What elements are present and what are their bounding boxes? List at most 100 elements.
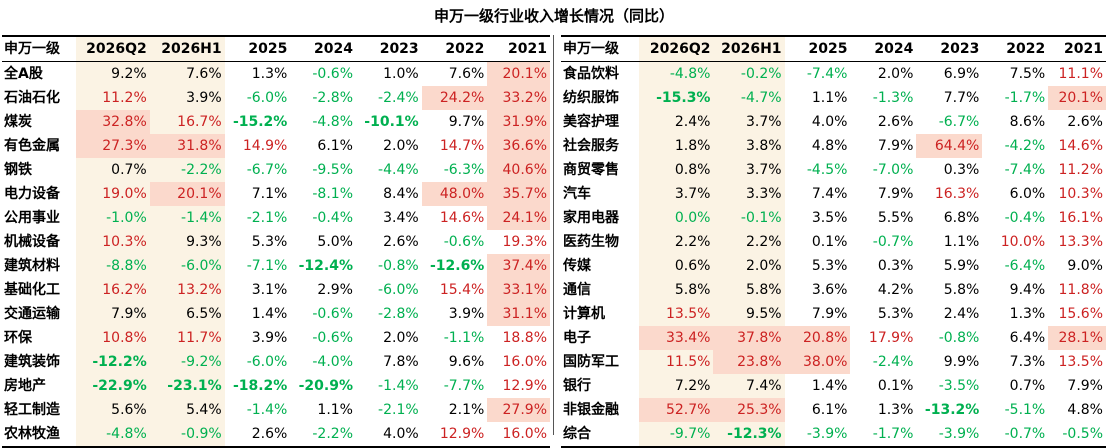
growth-value-cell: 6.9% (943, 66, 980, 82)
column-header-period: 2026H1 (149, 35, 225, 62)
growth-value-cell: 1.1% (317, 402, 353, 418)
growth-value-cell: 0.6% (639, 254, 714, 278)
growth-value-cell: -4.2% (1004, 138, 1046, 154)
growth-value-cell: -6.0% (149, 254, 225, 278)
column-header-period: 2023 (916, 35, 983, 62)
growth-value-cell: 7.9% (1067, 378, 1103, 394)
growth-value-cell: 28.1% (1048, 326, 1106, 350)
growth-value-cell: -6.7% (246, 162, 288, 178)
table-row: 交通运输 7.9% 6.5% 1.4% -0.6% -2.8% 3.9% 31.1% (2, 302, 550, 326)
growth-value-cell: 0.3% (943, 162, 980, 178)
growth-value-cell: 2.9% (317, 282, 353, 298)
growth-value-cell: 7.2% (639, 374, 714, 398)
growth-value-cell: 7.3% (1009, 354, 1046, 370)
table-row: 公用事业 -1.0% -1.4% -2.1% -0.4% 3.4% 14.6% 24.1% (2, 206, 550, 230)
table-row: 通信 5.8% 5.8% 3.6% 4.2% 5.8% 9.4% 11.8% (561, 278, 1106, 302)
growth-value-cell: 7.4% (811, 186, 848, 202)
growth-value-cell: 11.2% (75, 86, 150, 110)
growth-value-cell: 15.4% (439, 282, 485, 298)
growth-value-cell: 2.4% (639, 110, 714, 134)
growth-value-cell: 1.1% (811, 90, 848, 106)
growth-value-cell: -4.4% (378, 162, 419, 178)
growth-value-cell: 14.9% (242, 138, 288, 154)
table-row: 电子 33.4% 37.8% 20.8% 17.9% -0.8% 6.4% 28.1% (561, 326, 1106, 350)
growth-value-cell: 16.3% (934, 186, 980, 202)
column-header-period: 2026H1 (713, 35, 785, 62)
table-row: 机械设备 10.3% 9.3% 5.3% 5.0% 2.6% -0.6% 19.3% (2, 230, 550, 254)
growth-value-cell: 19.3% (502, 234, 547, 250)
growth-value-cell: -7.1% (246, 258, 288, 274)
industry-name: 汽车 (563, 186, 591, 202)
growth-value-cell: 2.0% (713, 254, 785, 278)
growth-value-cell: 2.4% (943, 306, 980, 322)
growth-value-cell: 7.9% (877, 138, 914, 154)
growth-value-cell: 1.3% (877, 402, 914, 418)
growth-value-cell: 5.0% (317, 234, 353, 250)
growth-value-cell: 11.1% (1058, 66, 1103, 82)
growth-value-cell: -10.1% (364, 114, 419, 130)
growth-value-cell: 10.8% (75, 326, 150, 350)
growth-value-cell: 2.0% (383, 330, 419, 346)
column-header-period: 2025 (784, 35, 851, 62)
table-row: 食品饮料 -4.8% -0.2% -7.4% 2.0% 6.9% 7.5% 11.1% (561, 61, 1106, 86)
growth-value-cell: 1.3% (251, 66, 288, 82)
growth-value-cell: -9.2% (149, 350, 225, 374)
growth-value-cell: 9.4% (1009, 282, 1046, 298)
growth-value-cell: 5.5% (877, 210, 914, 226)
growth-value-cell: 17.9% (868, 330, 914, 346)
growth-value-cell: 1.3% (1009, 306, 1046, 322)
growth-value-cell: 1.4% (251, 306, 288, 322)
growth-value-cell: 33.1% (487, 278, 550, 302)
growth-value-cell: 0.7% (75, 158, 150, 182)
growth-value-cell: -8.8% (75, 254, 150, 278)
growth-value-cell: 31.1% (487, 302, 550, 326)
growth-value-cell: 5.8% (713, 278, 785, 302)
growth-value-cell: 6.0% (1009, 186, 1046, 202)
growth-value-cell: -13.2% (924, 402, 980, 418)
growth-value-cell: 5.6% (75, 398, 150, 422)
growth-value-cell: -0.6% (312, 306, 353, 322)
table-row: 建筑装饰 -12.2% -9.2% -6.0% -4.0% 7.8% 9.6% 16.0% (2, 350, 550, 374)
growth-value-cell: 5.9% (943, 258, 980, 274)
industry-name: 纺织服饰 (563, 90, 619, 106)
growth-value-cell: -8.1% (312, 186, 353, 202)
growth-value-cell: 6.1% (811, 402, 848, 418)
industry-name: 全A股 (4, 66, 43, 82)
table-row: 基础化工 16.2% 13.2% 3.1% 2.9% -6.0% 15.4% 33.1% (2, 278, 550, 302)
industry-name: 国防军工 (563, 354, 619, 370)
growth-value-cell: 31.9% (487, 110, 550, 134)
column-header-period: 2022 (982, 35, 1049, 62)
growth-value-cell: -23.1% (149, 374, 225, 398)
growth-value-cell: -2.1% (378, 402, 419, 418)
growth-value-cell: 2.0% (383, 138, 419, 154)
table-row: 国防军工 11.5% 23.8% 38.0% -2.4% 9.9% 7.3% 13.5% (561, 350, 1106, 374)
table-row: 全A股 9.2% 7.6% 1.3% -0.6% 1.0% 7.6% 20.1% (2, 61, 550, 86)
growth-value-cell: 11.2% (1058, 162, 1103, 178)
growth-value-cell: 37.8% (713, 326, 785, 350)
industry-name: 钢铁 (4, 162, 32, 178)
growth-value-cell: 5.3% (811, 258, 848, 274)
column-header-period: 2024 (850, 35, 917, 62)
table-row: 石油石化 11.2% 3.9% -6.0% -2.8% -2.4% 24.2% 33.2% (2, 86, 550, 110)
growth-value-cell: 13.2% (149, 278, 225, 302)
column-header-period: 2024 (290, 35, 356, 62)
growth-value-cell: 2.1% (448, 402, 485, 418)
growth-value-cell: 9.0% (1067, 258, 1103, 274)
growth-value-cell: 2.2% (639, 230, 714, 254)
growth-value-cell: 1.4% (811, 378, 848, 394)
growth-value-cell: -20.9% (298, 378, 353, 394)
growth-value-cell: -6.7% (938, 114, 980, 130)
growth-value-cell: -7.7% (443, 378, 485, 394)
growth-value-cell: -4.0% (312, 354, 353, 370)
growth-value-cell: 2.2% (713, 230, 785, 254)
table-row: 环保 10.8% 11.7% 3.9% -0.6% 2.0% -1.1% 18.8% (2, 326, 550, 350)
growth-value-cell: 9.6% (448, 354, 485, 370)
panel-divider (553, 35, 554, 435)
growth-value-cell: 4.8% (811, 138, 848, 154)
industry-name: 计算机 (563, 306, 605, 322)
growth-value-cell: 7.6% (448, 66, 485, 82)
growth-value-cell: 3.9% (448, 306, 485, 322)
growth-value-cell: 7.8% (383, 354, 419, 370)
growth-value-cell: 3.1% (251, 282, 288, 298)
growth-value-cell: 19.0% (75, 182, 150, 206)
